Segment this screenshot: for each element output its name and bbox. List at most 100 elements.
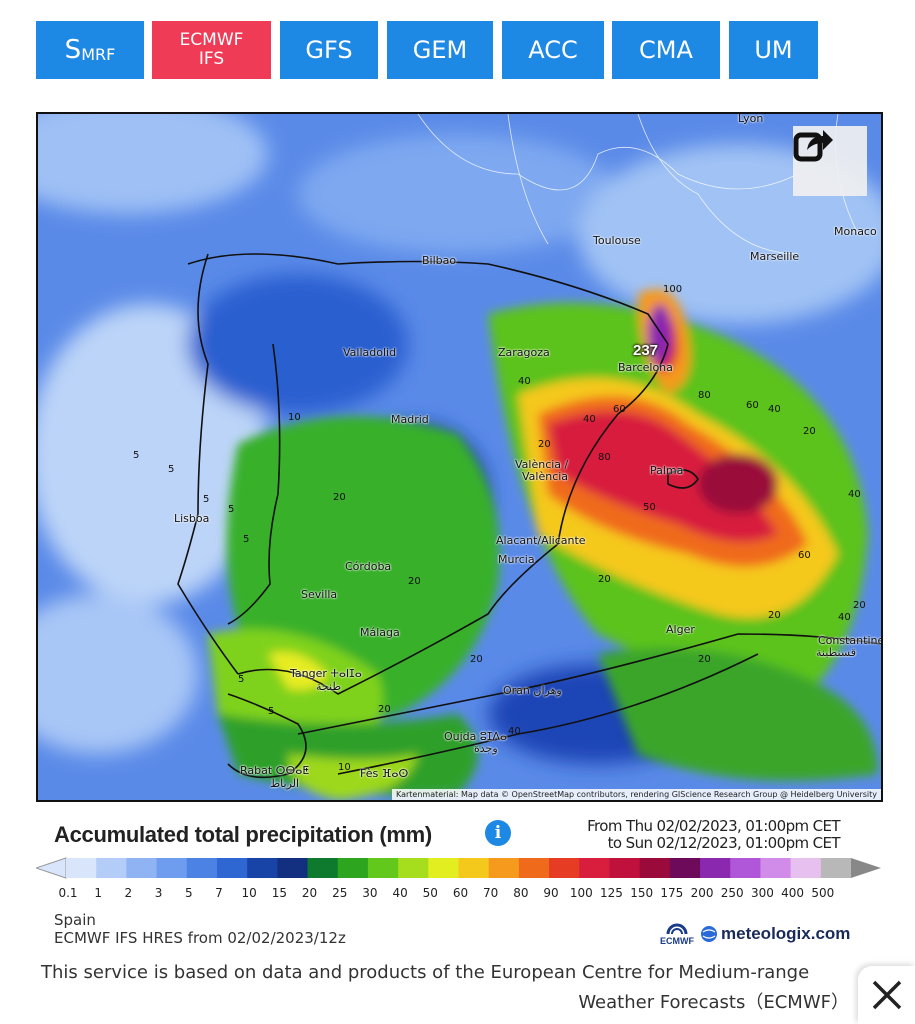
contour-value: 20 xyxy=(853,600,866,611)
contour-value: 60 xyxy=(613,404,626,415)
scale-tick-label: 50 xyxy=(422,886,438,900)
scale-swatch xyxy=(216,858,248,878)
scale-swatch xyxy=(96,858,127,878)
scale-swatch xyxy=(66,858,97,878)
contour-value: 60 xyxy=(746,400,759,411)
tab-smrf[interactable]: S MRF xyxy=(36,21,144,79)
contour-value: 20 xyxy=(378,704,391,715)
contour-value: 5 xyxy=(243,534,250,545)
city-label: Fès ⴼⴰⵙ xyxy=(360,767,409,780)
scale-swatch xyxy=(820,858,852,878)
city-label: Barcelona xyxy=(618,361,673,374)
ecmwf-logo: ECMWF xyxy=(660,922,694,946)
contour-value: 10 xyxy=(288,412,301,423)
close-button[interactable] xyxy=(858,966,915,1024)
city-label: قسنطينة xyxy=(816,646,856,659)
scale-tick-label: 250 xyxy=(720,886,744,900)
scale-tick-label: 3 xyxy=(154,886,163,900)
scale-tick-label: 30 xyxy=(362,886,378,900)
scale-swatch xyxy=(549,858,580,878)
scale-swatch xyxy=(156,858,188,878)
contour-value: 20 xyxy=(698,654,711,665)
scale-tick-label: 150 xyxy=(630,886,654,900)
share-button[interactable] xyxy=(793,126,867,196)
scale-tick-label: 0.1 xyxy=(58,886,78,900)
precipitation-map[interactable]: Lyon Monaco Marseille Toulouse Bilbao Va… xyxy=(36,112,883,802)
scale-tick-label: 80 xyxy=(513,886,529,900)
city-label: Oujda ⵓⵊⴷⴰ xyxy=(444,730,508,743)
scale-tick-label: 10 xyxy=(241,886,257,900)
scale-tick-label: 5 xyxy=(184,886,193,900)
contour-value: 50 xyxy=(643,502,656,513)
city-label: Sevilla xyxy=(301,588,338,601)
city-label: Madrid xyxy=(391,413,429,426)
city-label: Toulouse xyxy=(593,234,641,247)
scale-tick-label: 125 xyxy=(600,886,623,900)
tab-gfs[interactable]: GFS xyxy=(280,21,378,79)
scale-tick-label: 100 xyxy=(569,886,593,900)
city-label: Tanger ⵜⴰⵏⵊⴰ xyxy=(290,667,362,680)
scale-arrow-right xyxy=(851,858,881,878)
scale-tick-label: 70 xyxy=(483,886,499,900)
city-label: Palma xyxy=(650,464,684,477)
color-scale-ticks: 0.1 1 2 3 5 7 10 15 20 25 30 40 50 60 70 80 90 100 125 150 1… xyxy=(36,886,881,902)
contour-value: 80 xyxy=(598,452,611,463)
contour-value: 20 xyxy=(470,654,483,665)
city-label: Murcia xyxy=(498,553,535,566)
scale-swatch xyxy=(790,858,822,878)
city-label: Zaragoza xyxy=(498,346,550,359)
city-label: وجدة xyxy=(474,742,498,755)
tab-ecmwf-ifs[interactable]: ECMWF IFS xyxy=(152,21,271,79)
scale-tick-label: 25 xyxy=(332,886,348,900)
scale-tick-label: 15 xyxy=(271,886,287,900)
scale-tick-label: 500 xyxy=(811,886,835,900)
contour-value: 40 xyxy=(768,404,781,415)
logos: ECMWF meteologix.com xyxy=(660,922,850,946)
scale-swatch xyxy=(458,858,490,878)
city-label: Monaco xyxy=(834,225,877,238)
scale-swatch xyxy=(398,858,429,878)
city-label: Constantine xyxy=(818,634,883,647)
city-label: Lyon xyxy=(738,112,764,125)
city-label: Valladolid xyxy=(343,346,397,359)
contour-value: 5 xyxy=(268,706,275,717)
scale-arrow-left xyxy=(36,857,67,879)
map-image xyxy=(38,114,881,800)
scale-swatch xyxy=(367,858,399,878)
scale-swatch xyxy=(247,858,278,878)
scale-swatch xyxy=(186,858,218,878)
scale-swatch xyxy=(579,858,610,878)
scale-swatch xyxy=(126,858,158,878)
scale-tick-label: 40 xyxy=(392,886,408,900)
contour-value: 5 xyxy=(168,464,175,475)
scale-tick-label: 175 xyxy=(660,886,684,900)
tab-acc[interactable]: ACC xyxy=(502,21,604,79)
scale-swatch xyxy=(277,858,309,878)
map-credit: Kartenmaterial: Map data © OpenStreetMap… xyxy=(391,789,881,800)
scale-tick-label: 200 xyxy=(690,886,714,900)
share-icon xyxy=(793,130,833,162)
city-label: طنجة xyxy=(316,680,342,693)
contour-value: 5 xyxy=(203,494,210,505)
time-range: From Thu 02/02/2023, 01:00pm CET to Sun … xyxy=(587,817,841,852)
tab-gem[interactable]: GEM xyxy=(387,21,493,79)
city-label: Córdoba xyxy=(345,560,392,573)
contour-value: 20 xyxy=(538,439,551,450)
contour-value: 5 xyxy=(133,450,140,461)
scale-swatch xyxy=(760,858,792,878)
scale-tick-label: 2 xyxy=(124,886,133,900)
scale-swatch xyxy=(337,858,369,878)
close-icon xyxy=(872,980,901,1010)
tab-um[interactable]: UM xyxy=(729,21,818,79)
city-label: Oran وهران xyxy=(503,684,562,697)
contour-value: 100 xyxy=(663,284,683,295)
contour-value: 20 xyxy=(803,426,816,437)
info-icon[interactable]: i xyxy=(485,820,511,846)
map-meta: Spain ECMWF IFS HRES from 02/02/2023/12z xyxy=(54,911,346,947)
globe-icon xyxy=(701,926,717,942)
meteologix-logo[interactable]: meteologix.com xyxy=(700,924,850,944)
scale-tick-label: 20 xyxy=(301,886,318,900)
city-label: València xyxy=(522,470,569,483)
city-label: València / xyxy=(515,458,569,471)
tab-cma[interactable]: CMA xyxy=(612,21,720,79)
